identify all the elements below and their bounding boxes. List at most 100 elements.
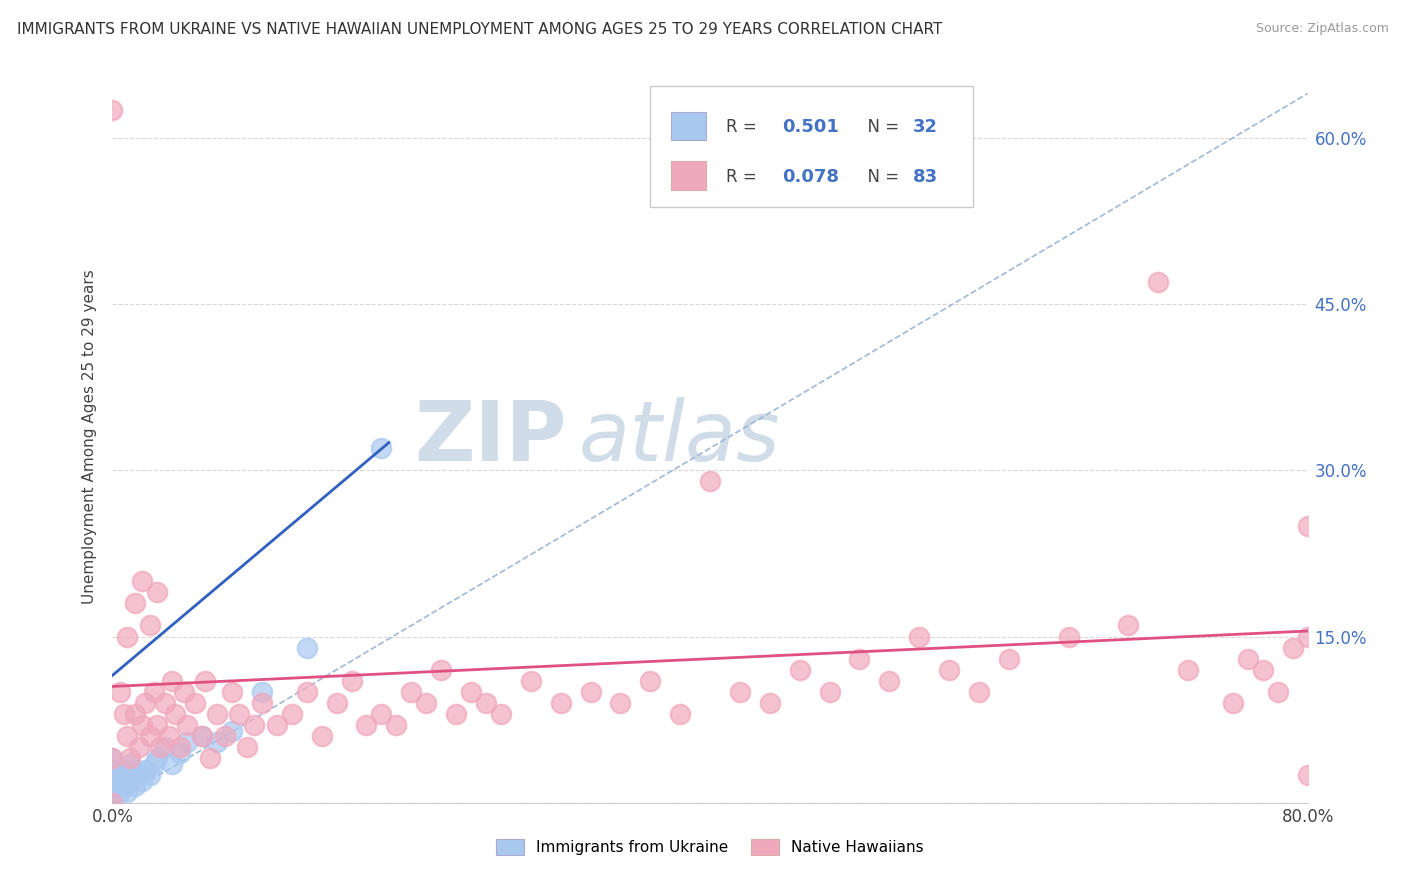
Point — [191, 729, 214, 743]
Point — [340, 673, 363, 688]
Point — [669, 707, 692, 722]
Point — [1237, 651, 1260, 665]
Point — [124, 707, 146, 722]
Point — [120, 773, 142, 788]
Point — [117, 729, 139, 743]
Point — [281, 707, 304, 722]
Point — [699, 475, 721, 489]
Point — [938, 663, 960, 677]
Point — [520, 673, 543, 688]
Point — [1296, 518, 1319, 533]
Point — [879, 673, 901, 688]
Point — [311, 729, 333, 743]
Point — [444, 707, 467, 722]
Point — [1177, 663, 1199, 677]
Point — [139, 729, 162, 743]
Point — [489, 707, 512, 722]
Text: 83: 83 — [914, 168, 938, 186]
Point — [101, 751, 124, 765]
Point — [243, 718, 266, 732]
Point — [401, 685, 423, 699]
Text: IMMIGRANTS FROM UKRAINE VS NATIVE HAWAIIAN UNEMPLOYMENT AMONG AGES 25 TO 29 YEAR: IMMIGRANTS FROM UKRAINE VS NATIVE HAWAII… — [17, 22, 942, 37]
Point — [194, 673, 217, 688]
Point — [640, 673, 662, 688]
Point — [228, 707, 250, 722]
Point — [1222, 696, 1244, 710]
Point — [114, 707, 135, 722]
Point — [205, 707, 228, 722]
Point — [967, 685, 990, 699]
Point — [1147, 275, 1170, 289]
Point — [101, 785, 124, 799]
FancyBboxPatch shape — [651, 86, 973, 207]
Point — [101, 796, 124, 810]
Text: atlas: atlas — [579, 397, 780, 477]
Point — [153, 696, 176, 710]
Point — [579, 685, 602, 699]
Point — [728, 685, 751, 699]
Point — [131, 773, 153, 788]
Point — [157, 729, 180, 743]
Point — [108, 685, 131, 699]
Point — [101, 773, 124, 788]
Bar — [671, 112, 706, 140]
Point — [236, 740, 259, 755]
Point — [1296, 768, 1319, 782]
Point — [325, 696, 347, 710]
Point — [998, 651, 1021, 665]
Point — [165, 707, 187, 722]
Text: Source: ZipAtlas.com: Source: ZipAtlas.com — [1256, 22, 1389, 36]
Point — [139, 618, 162, 632]
Point — [191, 729, 214, 743]
Text: N =: N = — [858, 168, 904, 186]
Point — [146, 585, 169, 599]
Point — [101, 763, 124, 777]
Point — [120, 757, 142, 772]
Point — [609, 696, 631, 710]
Point — [173, 685, 195, 699]
Point — [124, 596, 146, 610]
Point — [356, 718, 378, 732]
Point — [101, 751, 124, 765]
Point — [1057, 630, 1080, 644]
Point — [1281, 640, 1303, 655]
Point — [169, 746, 191, 760]
Point — [117, 773, 139, 788]
Point — [176, 718, 198, 732]
Point — [153, 740, 176, 755]
Point — [295, 640, 318, 655]
Legend: Immigrants from Ukraine, Native Hawaiians: Immigrants from Ukraine, Native Hawaiian… — [491, 833, 929, 861]
Text: N =: N = — [858, 118, 904, 136]
Point — [266, 718, 288, 732]
Point — [108, 785, 131, 799]
Point — [162, 673, 183, 688]
Point — [101, 103, 124, 117]
Point — [117, 785, 139, 799]
Point — [1296, 630, 1319, 644]
Text: 32: 32 — [914, 118, 938, 136]
Point — [295, 685, 318, 699]
Text: 0.078: 0.078 — [782, 168, 839, 186]
Point — [176, 735, 198, 749]
Point — [124, 779, 146, 793]
Point — [818, 685, 841, 699]
Point — [1118, 618, 1140, 632]
Point — [475, 696, 498, 710]
Point — [789, 663, 811, 677]
Text: ZIP: ZIP — [415, 397, 567, 477]
Point — [198, 751, 221, 765]
Point — [162, 757, 183, 772]
Point — [149, 740, 172, 755]
Point — [430, 663, 453, 677]
Point — [221, 723, 243, 738]
Point — [114, 763, 135, 777]
Point — [415, 696, 437, 710]
Point — [120, 751, 142, 765]
Y-axis label: Unemployment Among Ages 25 to 29 years: Unemployment Among Ages 25 to 29 years — [82, 269, 97, 605]
Point — [134, 763, 156, 777]
Point — [169, 740, 191, 755]
Text: R =: R = — [725, 118, 762, 136]
Text: 0.501: 0.501 — [782, 118, 838, 136]
Point — [183, 696, 205, 710]
Point — [101, 796, 124, 810]
